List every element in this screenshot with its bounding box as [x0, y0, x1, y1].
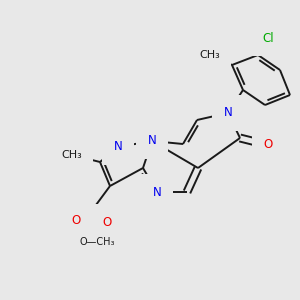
- Text: O—CH₃: O—CH₃: [79, 237, 115, 247]
- Text: Cl: Cl: [262, 32, 274, 44]
- Text: O: O: [71, 214, 81, 226]
- Text: N: N: [148, 134, 156, 148]
- Text: N: N: [114, 140, 122, 154]
- Text: CH₃: CH₃: [200, 50, 220, 60]
- Text: O: O: [263, 139, 273, 152]
- Text: O: O: [102, 215, 112, 229]
- Text: N: N: [224, 106, 232, 119]
- Text: CH₃: CH₃: [61, 150, 82, 160]
- Text: N: N: [153, 185, 161, 199]
